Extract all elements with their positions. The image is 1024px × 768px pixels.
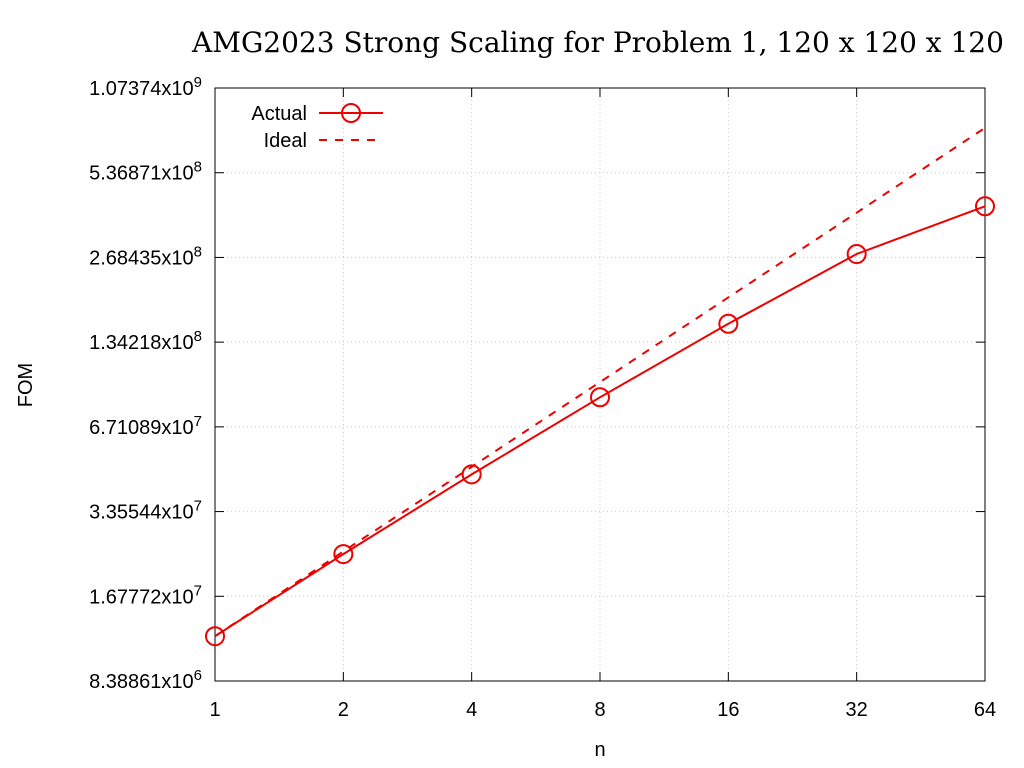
series-actual-point [846, 244, 867, 265]
series-ideal-line [214, 127, 986, 638]
series-actual-point [205, 626, 225, 647]
series-actual-line [214, 205, 986, 638]
y-tick-labels: 8.38861x106 1.67772x107 3.35544x107 6.71089… [89, 74, 202, 693]
x-tick-label: 32 [846, 699, 868, 721]
x-tick-label: 2 [338, 699, 349, 721]
y-tick-label: 3.35544x107 [89, 498, 202, 524]
x-tick-label: 4 [466, 699, 477, 721]
legend-label-ideal: Ideal [264, 130, 307, 152]
series-actual-point [718, 313, 739, 334]
y-tick-label: 1.34218x108 [89, 328, 202, 354]
y-tick-label: 5.36871x108 [89, 159, 202, 185]
series [205, 127, 995, 647]
x-tick-label: 8 [594, 699, 605, 721]
x-tick-label: 1 [209, 699, 220, 721]
chart-title: AMG2023 Strong Scaling for Problem 1, 12… [191, 26, 1004, 59]
x-tick-label: 64 [974, 699, 996, 721]
legend-label-actual: Actual [251, 103, 307, 125]
grid [215, 88, 985, 681]
x-tick-label: 16 [717, 699, 739, 721]
series-actual-point [590, 387, 610, 408]
series-actual-point [333, 544, 354, 565]
series-actual-point [975, 196, 995, 217]
series-actual-point [461, 464, 482, 485]
y-tick-label: 8.38861x106 [89, 667, 202, 693]
y-tick-label: 1.67772x107 [89, 582, 202, 608]
y-tick-label: 2.68435x108 [89, 243, 202, 269]
y-axis-label: FOM [15, 363, 37, 407]
y-tick-label: 6.71089x107 [89, 413, 202, 439]
legend: Actual Ideal [251, 103, 383, 152]
ticks [214, 87, 986, 682]
x-tick-labels: 1 2 4 8 16 32 64 [209, 699, 996, 721]
y-tick-label: 1.07374x109 [89, 74, 202, 100]
x-axis-label: n [594, 739, 605, 761]
legend-marker-actual [341, 103, 361, 123]
